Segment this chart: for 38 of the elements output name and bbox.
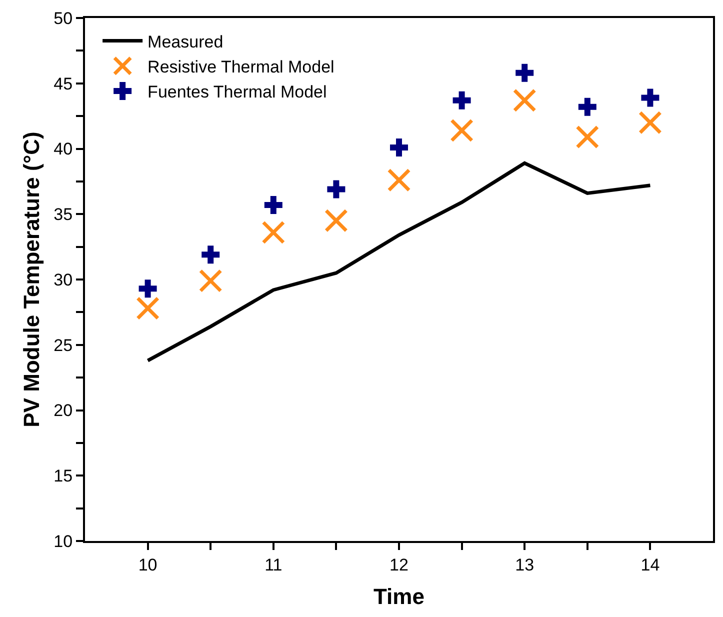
point [390,138,408,156]
y-tick-label: 50 [54,8,73,28]
y-axis-title: PV Module Temperature (°C) [18,132,44,428]
x-tick-label: 13 [515,555,534,574]
y-tick-label: 30 [54,270,73,290]
point [324,208,348,232]
point [641,88,660,107]
point [264,196,282,214]
point [576,125,600,149]
y-tick-label: 20 [54,401,73,420]
x-tick-label: 12 [390,555,408,574]
y-tick-label: 25 [54,336,73,355]
y-tick-label: 10 [54,532,73,551]
y-tick-label: 40 [54,140,73,159]
point [136,296,160,320]
legend-label: Measured [148,32,224,52]
point [452,91,471,110]
x-tick-label: 11 [264,555,282,574]
point [638,110,662,134]
point [387,168,411,192]
point [512,88,536,112]
point [202,246,220,264]
point [262,220,286,244]
x-tick-label: 10 [138,555,158,574]
y-tick-label: 35 [54,205,73,224]
point [578,98,596,116]
x-axis-title: Time [374,584,424,609]
legend-label: Resistive Thermal Model [148,58,334,77]
point [450,118,474,142]
point [327,180,346,198]
point [198,269,222,293]
x-tick-label: 14 [640,555,660,574]
point [138,280,157,298]
y-tick-label: 45 [54,74,73,94]
point [516,64,534,82]
y-tick-label: 15 [54,466,73,486]
line-series [146,161,652,362]
legend-label: Fuentes Thermal Model [148,82,327,102]
